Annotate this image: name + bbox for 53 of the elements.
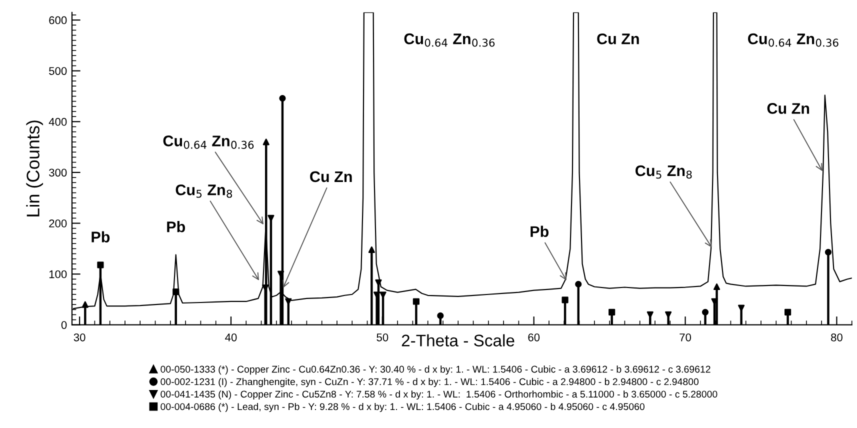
annotation: Cu$_{5}$ Zn$_{8}$ [636,165,692,179]
annotation: Cu$_{0.64}$ Zn$_{0.36}$ [404,33,495,47]
point [412,298,420,305]
y-tick-label: 500 [49,67,67,75]
annotation: Cu$_{0.64}$ Zn$_{0.36}$ [163,136,254,149]
point [702,308,709,316]
annotation: Cu Zn [767,103,810,114]
x-axis-title: 2-Theta - Scale [402,334,514,346]
annotation: Cu$_{0.64}$ Zn$_{0.36}$ [748,33,838,47]
point [262,138,270,146]
point [437,312,444,319]
y-tick-label: 300 [49,168,67,177]
x-tick-label: 80 [831,333,842,342]
x-tick-label: 60 [528,333,540,342]
x-tick-label: 40 [225,333,237,342]
point [575,280,582,288]
annotation: Pb [530,226,549,237]
point [375,279,382,286]
point [97,262,104,268]
annotation: Cu Zn [310,171,352,182]
annotation: Cu$_{5}$ Zn$_{8}$ [176,184,232,198]
x-tick-label: 30 [74,333,86,342]
legend-label: 00-002-1231 (I) - Zhanghengite, syn - CuZn - Y: 37.71 % - d x by: 1. - WL: 1.5406 - Cubic - a 2.94800 - b 2.94800 - c 2.94800 [160,378,699,388]
y-tick-label: 600 [49,16,67,24]
point [82,301,88,308]
x-tick-label: 50 [376,333,388,342]
point [562,296,568,304]
point [738,304,745,312]
point [646,311,654,318]
legend-label: 00-041-1435 (N) - Copper Zinc - Cu5Zn8 - Y: 7.58 % - d x by: 1. - WL: 1.5406 - Orthorhombic - a 5.11000 - b 3.65000 - c 5.28000 [160,390,718,400]
point [374,292,380,298]
y-axis-title: Lin (Counts) [26,120,44,216]
annotation: Pb [92,231,110,242]
point [279,94,286,102]
x-tick-label: 70 [680,333,692,342]
point [784,308,792,316]
y-tick-label: 200 [49,220,67,228]
point [285,298,292,305]
point [608,308,616,316]
point [824,248,832,256]
point [665,311,672,318]
annotation: Cu Zn [597,33,639,44]
point [278,270,284,278]
y-tick-label: 0 [61,321,67,329]
y-tick-label: 100 [49,270,67,278]
annotation: Pb [167,221,186,232]
y-tick-label: 400 [48,118,67,126]
legend-label: 00-050-1333 (*) - Copper Zinc - Cu0.64Zn0.36 - Y: 30.40 % - d x by: 1. - WL: 1.5406 - Cubic - a 3.69612 - b 3.69612 - c 3.69612 [160,366,710,375]
legend-label: 00-004-0686 (*) - Lead, syn - Pb - Y: 9.28 % - d x by: 1. - WL: 1.5406 - Cubic - a 4.95060 - b 4.95060 - c 4.95060 [160,402,644,412]
point [368,246,375,253]
point [713,283,720,290]
point [172,288,180,296]
point [268,214,274,222]
